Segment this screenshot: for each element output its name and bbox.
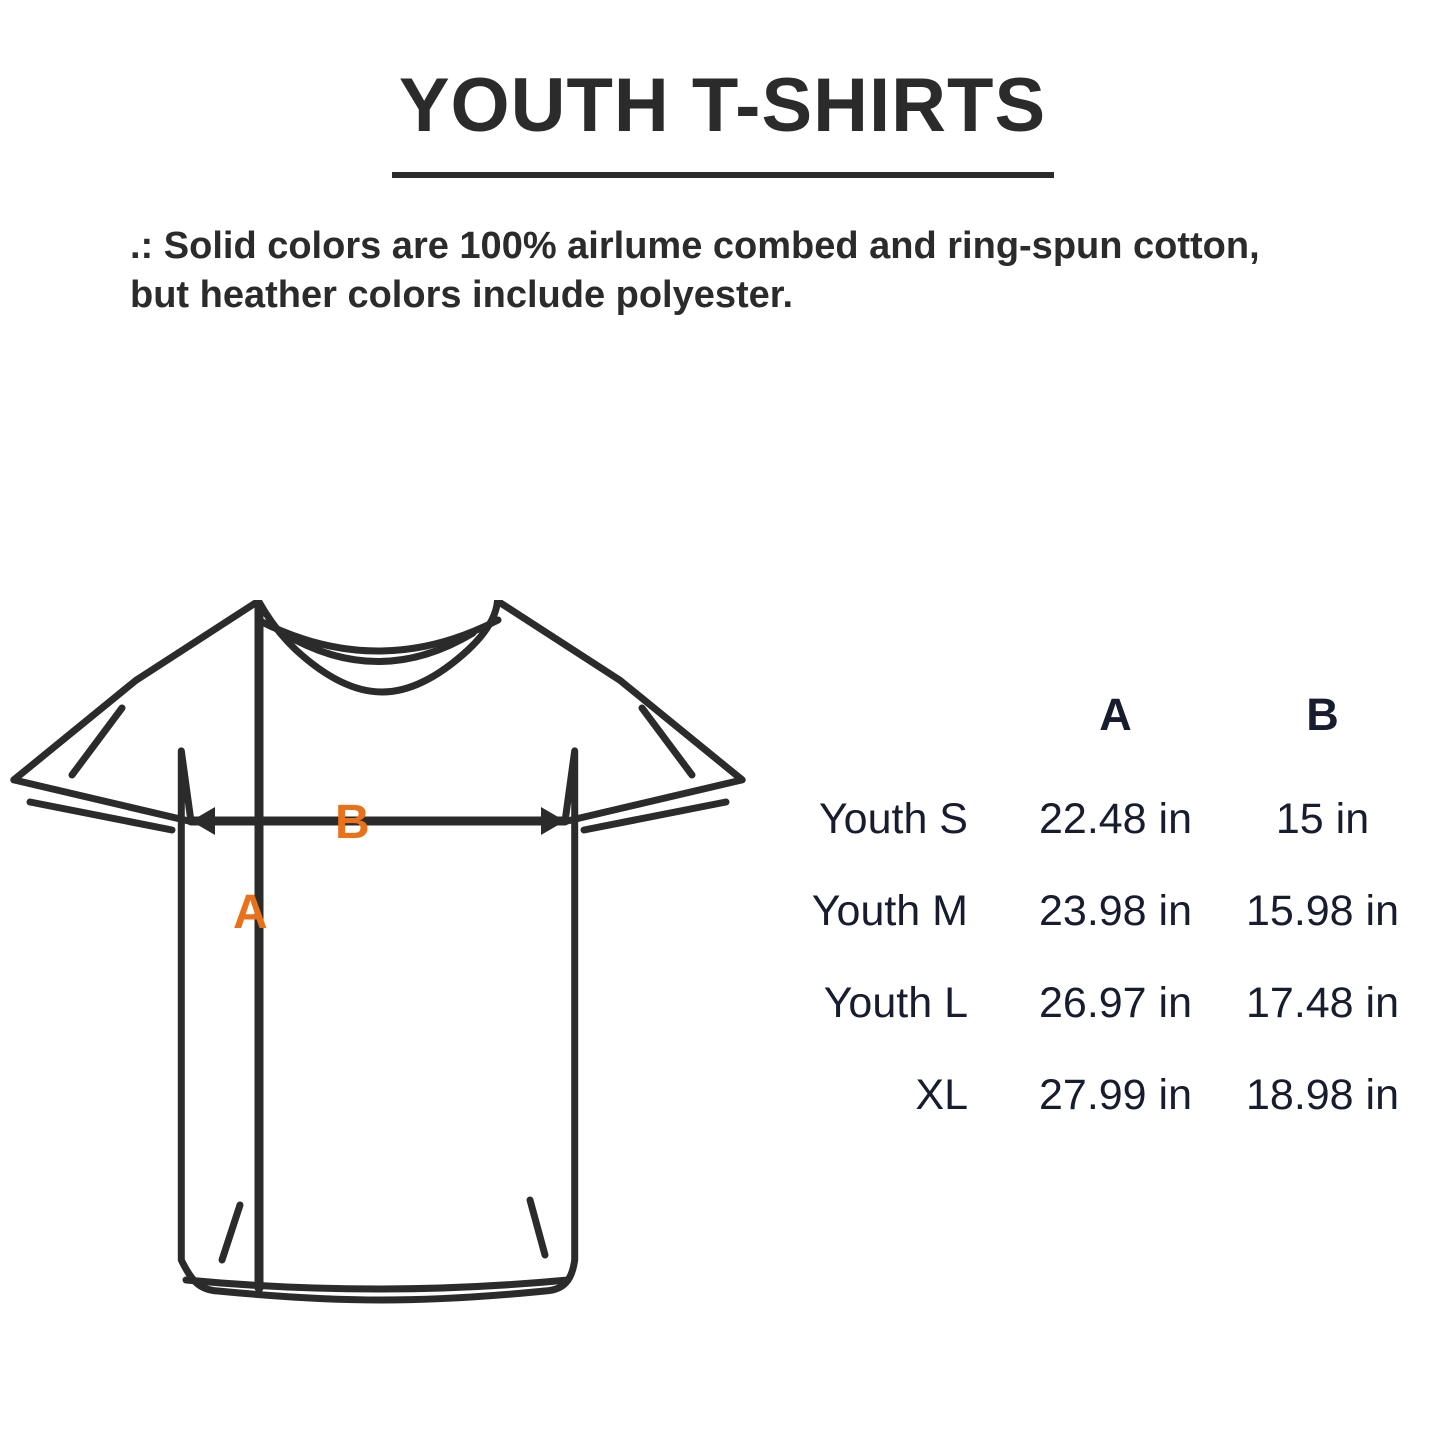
svg-text:B: B [335,796,370,849]
svg-text:A: A [233,886,268,939]
